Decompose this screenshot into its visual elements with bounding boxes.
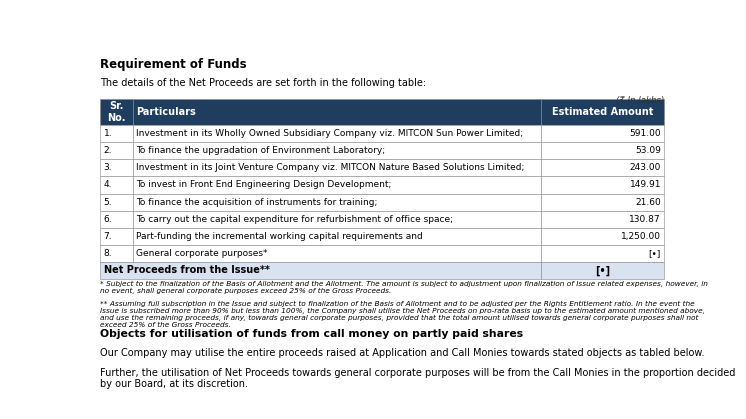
Text: 591.00: 591.00 [630, 129, 661, 138]
Bar [133, 211, 542, 228]
Text: 1,250.00: 1,250.00 [621, 232, 661, 241]
Bar [542, 262, 665, 279]
Text: 5.: 5. [104, 198, 113, 207]
Bar [542, 228, 665, 245]
Text: 7.: 7. [104, 232, 113, 241]
Text: Our Company may utilise the entire proceeds raised at Application and Call Monie: Our Company may utilise the entire proce… [100, 348, 705, 358]
Bar [542, 159, 665, 176]
Bar [542, 125, 665, 142]
Text: To finance the upgradation of Environment Laboratory;: To finance the upgradation of Environmen… [137, 146, 386, 155]
Bar [542, 176, 665, 194]
Bar [133, 245, 542, 262]
Text: Sr.
No.: Sr. No. [107, 101, 126, 123]
Text: Investment in its Wholly Owned Subsidiary Company viz. MITCON Sun Power Limited;: Investment in its Wholly Owned Subsidiar… [137, 129, 524, 138]
Text: General corporate purposes*: General corporate purposes* [137, 249, 268, 258]
Bar [133, 159, 542, 176]
Bar [100, 211, 133, 228]
Text: The details of the Net Proceeds are set forth in the following table:: The details of the Net Proceeds are set … [100, 78, 426, 88]
Bar [100, 228, 133, 245]
Bar [100, 262, 542, 279]
Bar [133, 99, 542, 125]
Text: (₹ In lakhs): (₹ In lakhs) [616, 96, 665, 105]
Text: Requirement of Funds: Requirement of Funds [100, 58, 247, 71]
Text: 21.60: 21.60 [636, 198, 661, 207]
Text: To invest in Front End Engineering Design Development;: To invest in Front End Engineering Desig… [137, 181, 392, 189]
Text: 2.: 2. [104, 146, 112, 155]
Text: Investment in its Joint Venture Company viz. MITCON Nature Based Solutions Limit: Investment in its Joint Venture Company … [137, 163, 524, 172]
Bar [100, 245, 133, 262]
Text: To carry out the capital expenditure for refurbishment of office space;: To carry out the capital expenditure for… [137, 215, 454, 224]
Bar [133, 176, 542, 194]
Text: 3.: 3. [104, 163, 113, 172]
Text: Further, the utilisation of Net Proceeds towards general corporate purposes will: Further, the utilisation of Net Proceeds… [100, 368, 736, 389]
Bar [133, 194, 542, 211]
Text: Estimated Amount: Estimated Amount [552, 107, 653, 117]
Text: To finance the acquisition of instruments for training;: To finance the acquisition of instrument… [137, 198, 377, 207]
Bar [100, 176, 133, 194]
Bar [542, 194, 665, 211]
Text: [•]: [•] [595, 265, 610, 276]
Bar [133, 228, 542, 245]
Text: ** Assuming full subscription in the Issue and subject to finalization of the Ba: ** Assuming full subscription in the Iss… [100, 301, 705, 328]
Text: * Subject to the finalization of the Basis of Allotment and the Allotment. The a: * Subject to the finalization of the Bas… [100, 281, 708, 294]
Bar [542, 245, 665, 262]
Text: 243.00: 243.00 [630, 163, 661, 172]
Text: Net Proceeds from the Issue**: Net Proceeds from the Issue** [104, 266, 269, 275]
Text: 130.87: 130.87 [630, 215, 661, 224]
Bar [542, 211, 665, 228]
Text: 149.91: 149.91 [630, 181, 661, 189]
Bar [100, 99, 133, 125]
Bar [100, 142, 133, 159]
Text: [•]: [•] [648, 249, 661, 258]
Text: 4.: 4. [104, 181, 112, 189]
Text: Objects for utilisation of funds from call money on partly paid shares: Objects for utilisation of funds from ca… [100, 329, 523, 339]
Bar [542, 142, 665, 159]
Text: 53.09: 53.09 [635, 146, 661, 155]
Text: Part-funding the incremental working capital requirements and: Part-funding the incremental working cap… [137, 232, 423, 241]
Bar [100, 194, 133, 211]
Bar [133, 125, 542, 142]
Bar [100, 125, 133, 142]
Text: 8.: 8. [104, 249, 113, 258]
Text: 1.: 1. [104, 129, 113, 138]
Bar [133, 142, 542, 159]
Text: Particulars: Particulars [137, 107, 196, 117]
Bar [542, 99, 665, 125]
Text: 6.: 6. [104, 215, 113, 224]
Bar [100, 159, 133, 176]
